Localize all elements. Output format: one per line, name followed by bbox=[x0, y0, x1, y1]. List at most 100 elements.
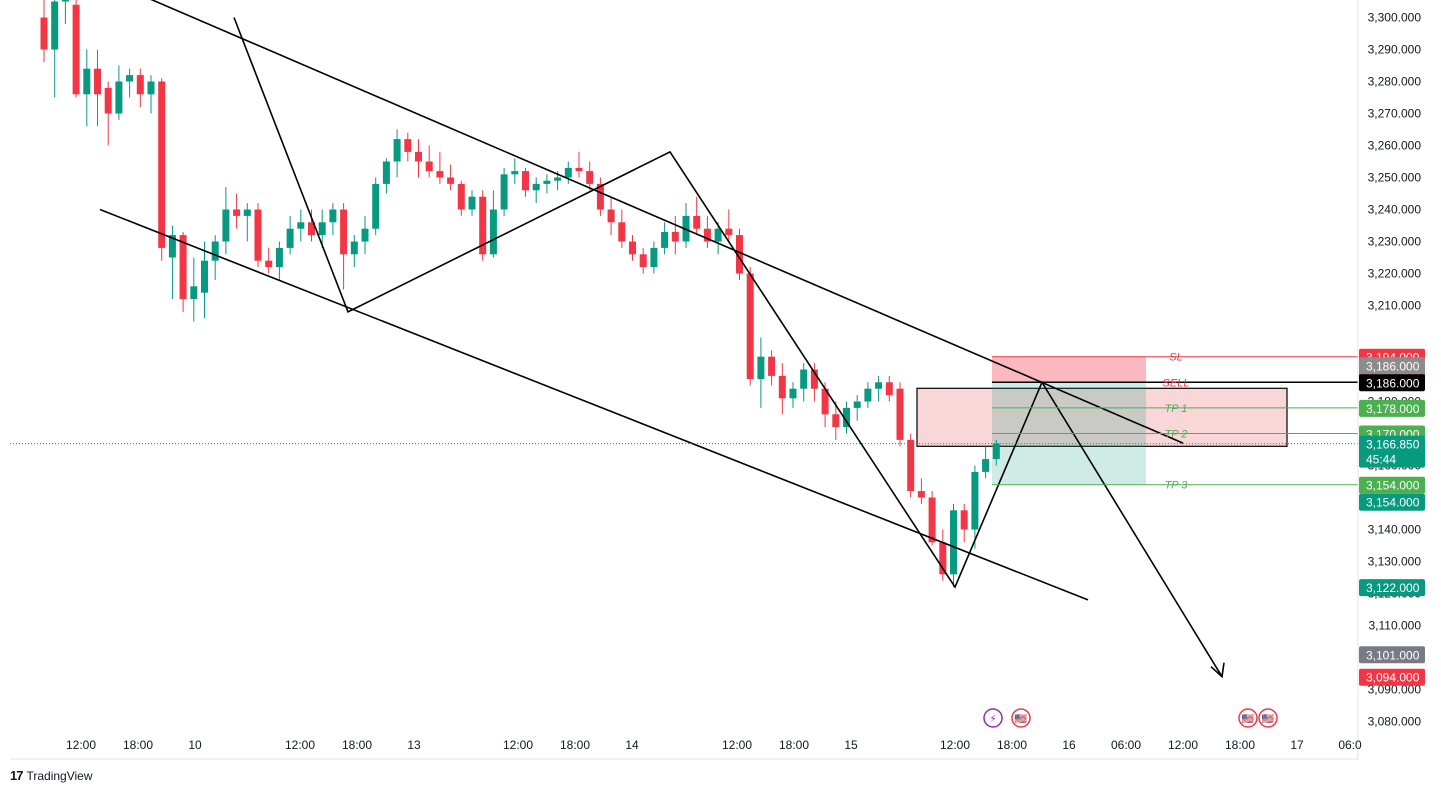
time-tick-label: 15 bbox=[844, 738, 858, 752]
candle bbox=[736, 228, 743, 280]
us-flag-event-icon[interactable]: 🇺🇸 bbox=[1011, 708, 1031, 728]
price-badge: 3,178.000 bbox=[1359, 399, 1425, 417]
candle-body bbox=[265, 260, 273, 268]
candle bbox=[522, 167, 529, 197]
candle-body bbox=[83, 68, 91, 95]
candle-body bbox=[382, 161, 390, 184]
candle-body bbox=[853, 401, 861, 408]
candle-body bbox=[51, 1, 59, 50]
candle bbox=[382, 158, 390, 194]
level-label: TP 2 bbox=[1165, 429, 1188, 441]
flash-event-icon[interactable]: ⚡ bbox=[983, 708, 1003, 728]
candle bbox=[179, 231, 187, 312]
candle-body bbox=[746, 273, 754, 380]
candle-body bbox=[468, 196, 476, 210]
candle-body bbox=[479, 196, 487, 255]
time-tick-label: 12:00 bbox=[1168, 738, 1198, 752]
candle-body bbox=[222, 209, 230, 242]
candle bbox=[275, 241, 283, 280]
candle-body bbox=[960, 510, 968, 530]
trend-drawings[interactable] bbox=[0, 0, 1225, 679]
countdown-label: 45:44 bbox=[1366, 453, 1396, 467]
price-tick-label: 3,090.000 bbox=[1368, 683, 1422, 697]
candle bbox=[789, 382, 797, 408]
candle bbox=[746, 267, 754, 386]
price-badge: 3,186.000 bbox=[1359, 374, 1425, 392]
price-badge-bg bbox=[1359, 357, 1425, 375]
candle-body bbox=[211, 241, 219, 261]
level-label: TP 3 bbox=[1165, 480, 1189, 492]
candle bbox=[468, 190, 476, 216]
price-tick-label: 3,210.000 bbox=[1368, 299, 1422, 313]
stop-loss-area bbox=[992, 356, 1146, 383]
candle-body bbox=[404, 139, 412, 152]
price-tick-label: 3,260.000 bbox=[1368, 139, 1422, 153]
price-tick-label: 3,220.000 bbox=[1368, 267, 1422, 281]
candle-body bbox=[671, 231, 679, 242]
price-tick-label: 3,270.000 bbox=[1368, 107, 1422, 121]
time-tick-label: 18:00 bbox=[560, 738, 590, 752]
candle bbox=[896, 382, 904, 447]
candle bbox=[72, 0, 80, 98]
candle bbox=[372, 177, 380, 236]
candle bbox=[575, 151, 583, 178]
price-badge-bg bbox=[1359, 399, 1425, 417]
candle bbox=[254, 203, 262, 268]
candle bbox=[393, 129, 401, 178]
candle bbox=[222, 187, 230, 255]
price-badge-label: 3,166.850 bbox=[1366, 438, 1420, 452]
level-label: SELL bbox=[1163, 377, 1190, 389]
price-badge-bg bbox=[1359, 493, 1425, 511]
candle-body bbox=[243, 209, 251, 216]
event-markers[interactable]: ⚡ 🇺🇸 🇺🇸 🇺🇸 bbox=[983, 708, 1278, 728]
price-badge: 3,122.000 bbox=[1359, 579, 1425, 597]
candle bbox=[233, 193, 241, 229]
time-tick-label: 14 bbox=[625, 738, 639, 752]
price-badge-bg bbox=[1359, 374, 1425, 392]
tradingview-logo-icon: 17 bbox=[10, 768, 24, 783]
tradingview-logo[interactable]: 17 TradingView bbox=[10, 768, 93, 783]
candle bbox=[500, 167, 508, 216]
candle-body bbox=[179, 235, 187, 300]
brand-name: TradingView bbox=[26, 768, 93, 783]
price-axis[interactable]: 3,300.000 3,290.000 3,280.000 3,270.000 3,26… bbox=[1368, 11, 1422, 729]
candle-body bbox=[522, 171, 529, 191]
candle-body bbox=[340, 209, 348, 255]
candle bbox=[607, 196, 615, 236]
candle-body bbox=[72, 4, 80, 95]
candle bbox=[489, 190, 497, 258]
candle bbox=[158, 78, 166, 261]
candle-body bbox=[275, 247, 283, 268]
candle-body bbox=[233, 209, 241, 216]
event-marker-ring bbox=[1238, 708, 1258, 728]
us-flag-event-icon[interactable]: 🇺🇸 bbox=[1258, 708, 1278, 728]
candle bbox=[832, 401, 840, 440]
time-axis[interactable]: 12:00 18:00 10 12:00 18:00 13 12:00 18:00 14 12:0… bbox=[66, 738, 1362, 752]
candle bbox=[436, 151, 444, 184]
trade-zones bbox=[916, 356, 1288, 485]
candle bbox=[297, 209, 305, 242]
event-marker-ring bbox=[983, 708, 1003, 728]
candle-body bbox=[693, 215, 701, 229]
price-badge-label: 3,122.000 bbox=[1366, 581, 1420, 595]
candle bbox=[586, 161, 594, 191]
us-flag-event-icon[interactable]: 🇺🇸 bbox=[1238, 708, 1258, 728]
candle bbox=[543, 174, 551, 194]
candle bbox=[703, 215, 711, 248]
candle-body bbox=[896, 388, 904, 440]
time-tick-label: 18:00 bbox=[1225, 738, 1255, 752]
time-tick-label: 16 bbox=[1062, 738, 1076, 752]
candle bbox=[629, 235, 636, 261]
candle bbox=[885, 375, 893, 402]
price-badge-label: 3,154.000 bbox=[1366, 496, 1420, 510]
candle-body bbox=[736, 235, 743, 274]
arrow-head bbox=[1210, 662, 1225, 679]
candle-body bbox=[586, 171, 594, 184]
candle-body bbox=[661, 231, 669, 248]
candle-body bbox=[61, 0, 69, 2]
candle-body bbox=[254, 209, 262, 261]
price-badge: 3,154.000 bbox=[1359, 476, 1425, 494]
candle bbox=[800, 363, 808, 402]
price-badge-bg bbox=[1359, 579, 1425, 597]
